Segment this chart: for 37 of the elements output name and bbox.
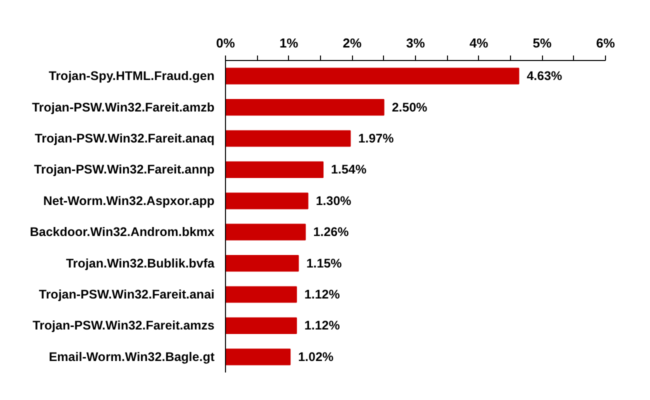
x-tick-label: 0% <box>216 36 236 50</box>
bar <box>226 161 324 178</box>
bar <box>226 68 520 84</box>
bar <box>226 130 351 147</box>
y-tick-label: Trojan-Spy.HTML.Fraud.gen <box>48 69 215 84</box>
x-tick-label: 6% <box>596 36 616 50</box>
data-label: 4.63% <box>526 69 562 84</box>
data-label: 1.54% <box>331 162 366 177</box>
y-tick-label: Email-Worm.Win32.Bagle.gt <box>48 350 216 364</box>
bar <box>226 192 308 210</box>
y-tick-label: Trojan-PSW.Win32.Fareit.anai <box>38 288 214 302</box>
data-label: 1.15% <box>306 256 342 270</box>
data-label: 1.26% <box>313 225 349 240</box>
x-tick-label: 5% <box>532 36 552 50</box>
y-tick-label: Trojan-PSW.Win32.Fareit.amzb <box>32 100 215 114</box>
x-tick-label: 4% <box>469 36 489 50</box>
y-tick-label: Trojan-PSW.Win32.Fareit.anaq <box>34 132 215 146</box>
data-label: 2.50% <box>392 100 428 114</box>
data-label: 1.12% <box>304 318 340 333</box>
y-tick-label: Trojan-PSW.Win32.Fareit.annp <box>34 162 215 177</box>
data-label: 1.02% <box>298 350 334 364</box>
bar <box>226 317 297 334</box>
y-tick-label: Trojan-PSW.Win32.Fareit.amzs <box>32 318 215 333</box>
data-label: 1.12% <box>304 288 340 302</box>
bar <box>226 286 297 303</box>
bar <box>226 224 306 240</box>
data-label: 1.30% <box>316 194 352 208</box>
bar <box>226 348 291 366</box>
bar <box>226 255 299 272</box>
y-tick-label: Net-Worm.Win32.Aspxor.app <box>43 194 215 208</box>
x-tick-label: 3% <box>406 36 426 50</box>
x-tick-label: 1% <box>279 36 299 50</box>
x-tick-label: 2% <box>342 36 362 50</box>
bar <box>226 99 384 116</box>
data-label: 1.97% <box>358 132 394 146</box>
y-tick-label: Backdoor.Win32.Androm.bkmx <box>30 225 215 240</box>
y-tick-label: Trojan.Win32.Bublik.bvfa <box>66 256 216 270</box>
